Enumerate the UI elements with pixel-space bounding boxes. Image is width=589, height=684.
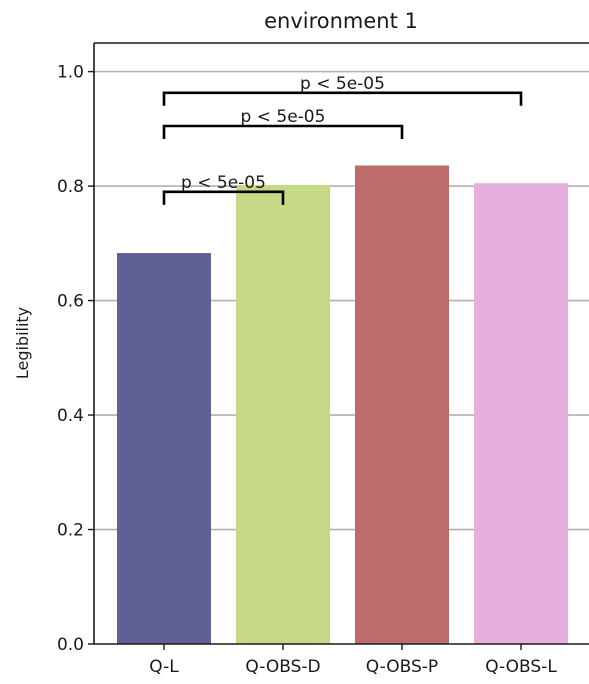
chart-title: environment 1 xyxy=(264,9,418,33)
y-ticks: 0.0 0.2 0.4 0.6 0.8 1.0 xyxy=(57,63,94,655)
y-axis-label: Legibility xyxy=(13,307,32,379)
y-tick-label: 0.8 xyxy=(57,177,84,197)
significance-bracket xyxy=(162,124,404,139)
significance-annotations: p < 5e-05 p < 5e-05 p < 5e-05 xyxy=(162,74,523,205)
significance-bracket xyxy=(162,91,523,106)
y-tick-label: 0.0 xyxy=(57,635,84,655)
p-value-label: p < 5e-05 xyxy=(181,173,266,193)
x-ticks: Q-L Q-OBS-D Q-OBS-P Q-OBS-L xyxy=(149,644,557,677)
y-tick-label: 1.0 xyxy=(57,63,84,83)
x-tick-label: Q-OBS-L xyxy=(485,657,557,677)
x-tick-label: Q-L xyxy=(149,657,179,677)
significance-bracket xyxy=(162,190,285,205)
x-tick-label: Q-OBS-D xyxy=(245,657,320,677)
p-value-label: p < 5e-05 xyxy=(241,107,326,127)
bar-q-l xyxy=(117,253,211,644)
bar-q-obs-p xyxy=(355,165,449,645)
y-tick-label: 0.4 xyxy=(57,406,84,426)
y-tick-label: 0.2 xyxy=(57,521,84,541)
y-tick-label: 0.6 xyxy=(57,292,84,312)
x-tick-label: Q-OBS-P xyxy=(366,657,438,677)
axes xyxy=(93,42,589,645)
bar-q-obs-l xyxy=(474,183,568,644)
p-value-label: p < 5e-05 xyxy=(300,74,385,94)
bar-q-obs-d xyxy=(236,184,330,644)
bars xyxy=(117,165,568,645)
